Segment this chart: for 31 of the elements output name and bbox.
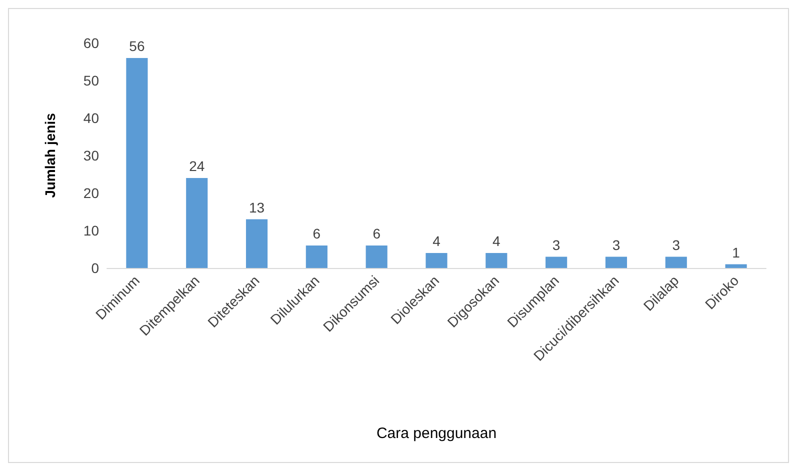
- y-tick-label: 30: [83, 148, 100, 164]
- data-label: 56: [129, 38, 145, 54]
- bar: [246, 219, 268, 268]
- y-axis-title: Jumlah jenis: [42, 112, 58, 198]
- data-label: 24: [189, 158, 205, 174]
- bar: [546, 256, 568, 268]
- bar: [605, 256, 628, 268]
- data-label: 3: [612, 236, 620, 253]
- data-label: 6: [372, 226, 381, 242]
- y-tick-label: 50: [83, 72, 100, 88]
- bar: [306, 246, 328, 268]
- data-label: 4: [492, 233, 501, 249]
- data-label: 3: [552, 236, 560, 253]
- data-label: 3: [672, 236, 680, 253]
- data-label: 4: [432, 233, 441, 249]
- y-tick-label: 40: [83, 110, 100, 126]
- data-label: 13: [248, 199, 265, 216]
- bar: [186, 178, 208, 268]
- bar: [725, 264, 747, 268]
- bar: [486, 253, 508, 268]
- x-axis-title: Cara penggunaan: [376, 425, 497, 442]
- bar: [665, 256, 687, 268]
- data-label: 1: [732, 244, 740, 260]
- y-tick-label: 10: [83, 222, 100, 238]
- bar: [126, 58, 148, 268]
- data-label: 6: [312, 226, 321, 242]
- y-tick-label: 60: [83, 35, 100, 51]
- y-tick-label: 20: [83, 185, 100, 201]
- y-tick-label: 0: [91, 260, 100, 276]
- bar: [366, 246, 388, 268]
- bar: [426, 253, 448, 268]
